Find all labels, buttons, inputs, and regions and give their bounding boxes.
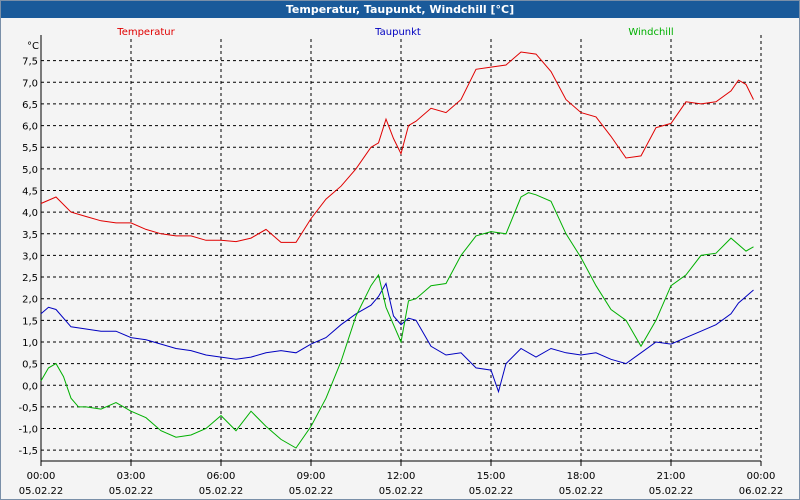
x-tick-date: 05.02.22 xyxy=(289,486,334,497)
y-tick-label: -1,0 xyxy=(18,425,38,436)
grid xyxy=(41,39,761,461)
x-tick-time: 15:00 xyxy=(477,471,506,482)
chart-title: Temperatur, Taupunkt, Windchill [°C] xyxy=(1,1,799,18)
x-tick-date: 05.02.22 xyxy=(469,486,514,497)
y-tick-label: 0,0 xyxy=(22,381,38,392)
x-tick-date: 05.02.22 xyxy=(109,486,154,497)
y-tick-label: 2,0 xyxy=(22,295,38,306)
y-tick-label: 6,0 xyxy=(22,122,38,133)
y-tick-label: 1,5 xyxy=(22,316,38,327)
x-tick-time: 21:00 xyxy=(657,471,686,482)
legend-temperatur: Temperatur xyxy=(116,27,175,38)
axes xyxy=(40,35,762,466)
legend: Temperatur Taupunkt Windchill xyxy=(116,27,673,38)
x-tick-time: 06:00 xyxy=(207,471,236,482)
x-tick-date: 06.02.22 xyxy=(739,486,784,497)
y-tick-label: 1,0 xyxy=(22,338,38,349)
x-tick-time: 03:00 xyxy=(117,471,146,482)
y-axis-ticks: -1,5 -1,0 -0,5 0,0 0,5 1,0 1,5 2,0 2,5 3,0 3,5 4,0 4… xyxy=(18,57,38,458)
x-tick-date: 05.02.22 xyxy=(19,486,64,497)
y-tick-label: 2,5 xyxy=(22,273,38,284)
x-tick-time: 12:00 xyxy=(387,471,416,482)
y-tick-label: 0,5 xyxy=(22,360,38,371)
y-tick-label: 4,0 xyxy=(22,208,38,219)
series-group xyxy=(40,51,754,449)
y-tick-label: 5,0 xyxy=(22,165,38,176)
x-tick-date: 05.02.22 xyxy=(559,486,604,497)
legend-taupunkt: Taupunkt xyxy=(374,27,421,38)
y-tick-label: 3,5 xyxy=(22,230,38,241)
y-tick-label: 5,5 xyxy=(22,143,38,154)
y-tick-label: -1,5 xyxy=(18,446,38,457)
y-tick-label: 4,5 xyxy=(22,186,38,197)
x-tick-time: 00:00 xyxy=(27,471,56,482)
x-tick-date: 05.02.22 xyxy=(199,486,244,497)
x-tick-time: 09:00 xyxy=(297,471,326,482)
x-tick-time: 18:00 xyxy=(567,471,596,482)
y-axis-label: °C xyxy=(27,41,39,52)
y-tick-label: 7,5 xyxy=(22,57,38,68)
series-line-taupunkt xyxy=(40,282,754,394)
x-tick-time: 00:00 xyxy=(747,471,776,482)
x-tick-date: 05.02.22 xyxy=(379,486,424,497)
legend-windchill: Windchill xyxy=(628,27,673,38)
x-axis-ticks: 00:00 05.02.22 03:00 05.02.22 06:00 05.02.22 0… xyxy=(19,471,784,497)
y-tick-label: 3,0 xyxy=(22,251,38,262)
series-line-windchill xyxy=(40,192,754,449)
y-tick-label: 6,5 xyxy=(22,100,38,111)
x-tick-date: 05.02.22 xyxy=(649,486,694,497)
y-tick-label: 7,0 xyxy=(22,78,38,89)
y-tick-label: -0,5 xyxy=(18,403,38,414)
series-line-temperatur xyxy=(40,51,754,243)
